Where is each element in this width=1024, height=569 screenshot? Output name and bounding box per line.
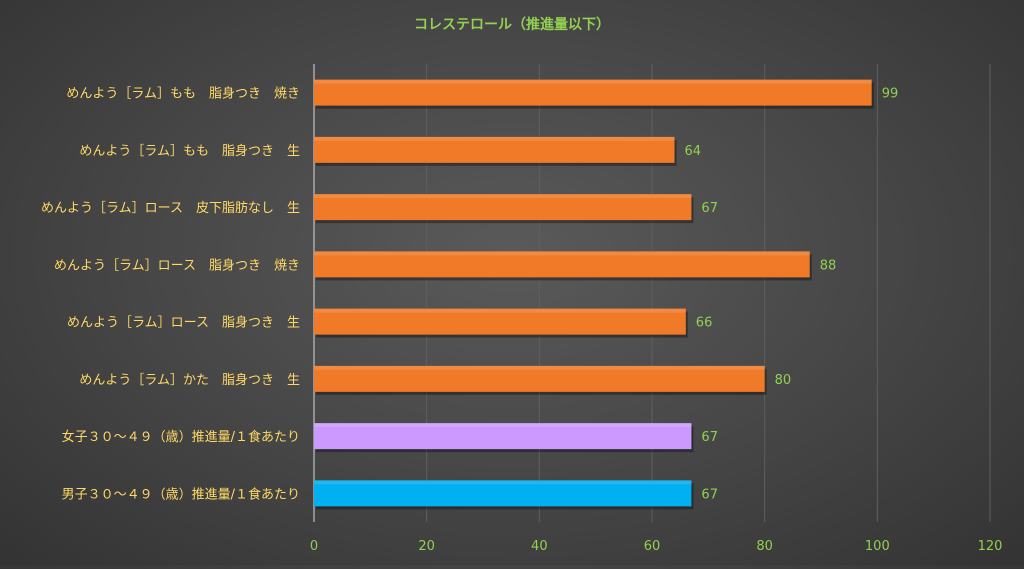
x-tick-label: 120 — [978, 539, 1003, 554]
value-label: 80 — [775, 373, 792, 388]
bar-highlight — [314, 194, 692, 199]
value-label: 88 — [820, 258, 837, 273]
x-tick-label: 20 — [418, 539, 435, 554]
bar-highlight — [314, 423, 692, 428]
bar-highlight — [314, 365, 765, 370]
value-label: 67 — [701, 430, 718, 445]
category-label: めんよう［ラム］もも 脂身つき 焼き — [66, 86, 300, 102]
bar — [314, 423, 692, 450]
category-label: 男子３０～４９（歳）推進量/１食あたり — [62, 486, 300, 502]
bar — [314, 365, 765, 392]
x-tick-label: 80 — [756, 539, 773, 554]
value-label: 67 — [701, 201, 718, 216]
bar — [314, 308, 686, 335]
category-label: めんよう［ラム］もも 脂身つき 生 — [79, 143, 300, 159]
category-label: めんよう［ラム］ロース 脂身つき 焼き — [54, 257, 300, 273]
x-tick-label: 100 — [865, 539, 890, 554]
value-label: 64 — [685, 144, 702, 159]
bar — [314, 480, 692, 507]
bar-highlight — [314, 480, 692, 485]
bar-highlight — [314, 308, 686, 313]
x-tick-label: 60 — [644, 539, 661, 554]
value-label: 66 — [696, 316, 713, 331]
bar-highlight — [314, 136, 675, 141]
category-label: めんよう［ラム］ロース 皮下脂肪なし 生 — [41, 200, 300, 216]
category-label: 女子３０～４９（歳）推進量/１食あたり — [62, 429, 300, 445]
bar-highlight — [314, 251, 810, 256]
value-label: 99 — [882, 87, 899, 102]
bar-highlight — [314, 79, 872, 84]
bar — [314, 136, 675, 163]
bar — [314, 251, 810, 278]
bar — [314, 79, 872, 106]
category-label: めんよう［ラム］かた 脂身つき 生 — [79, 372, 300, 388]
x-tick-label: 0 — [310, 539, 318, 554]
category-label: めんよう［ラム］ロース 脂身つき 生 — [67, 315, 300, 331]
x-tick-label: 40 — [531, 539, 548, 554]
value-label: 67 — [701, 487, 718, 502]
chart-title: コレステロール（推進量以下） — [414, 16, 610, 33]
bar — [314, 194, 692, 221]
